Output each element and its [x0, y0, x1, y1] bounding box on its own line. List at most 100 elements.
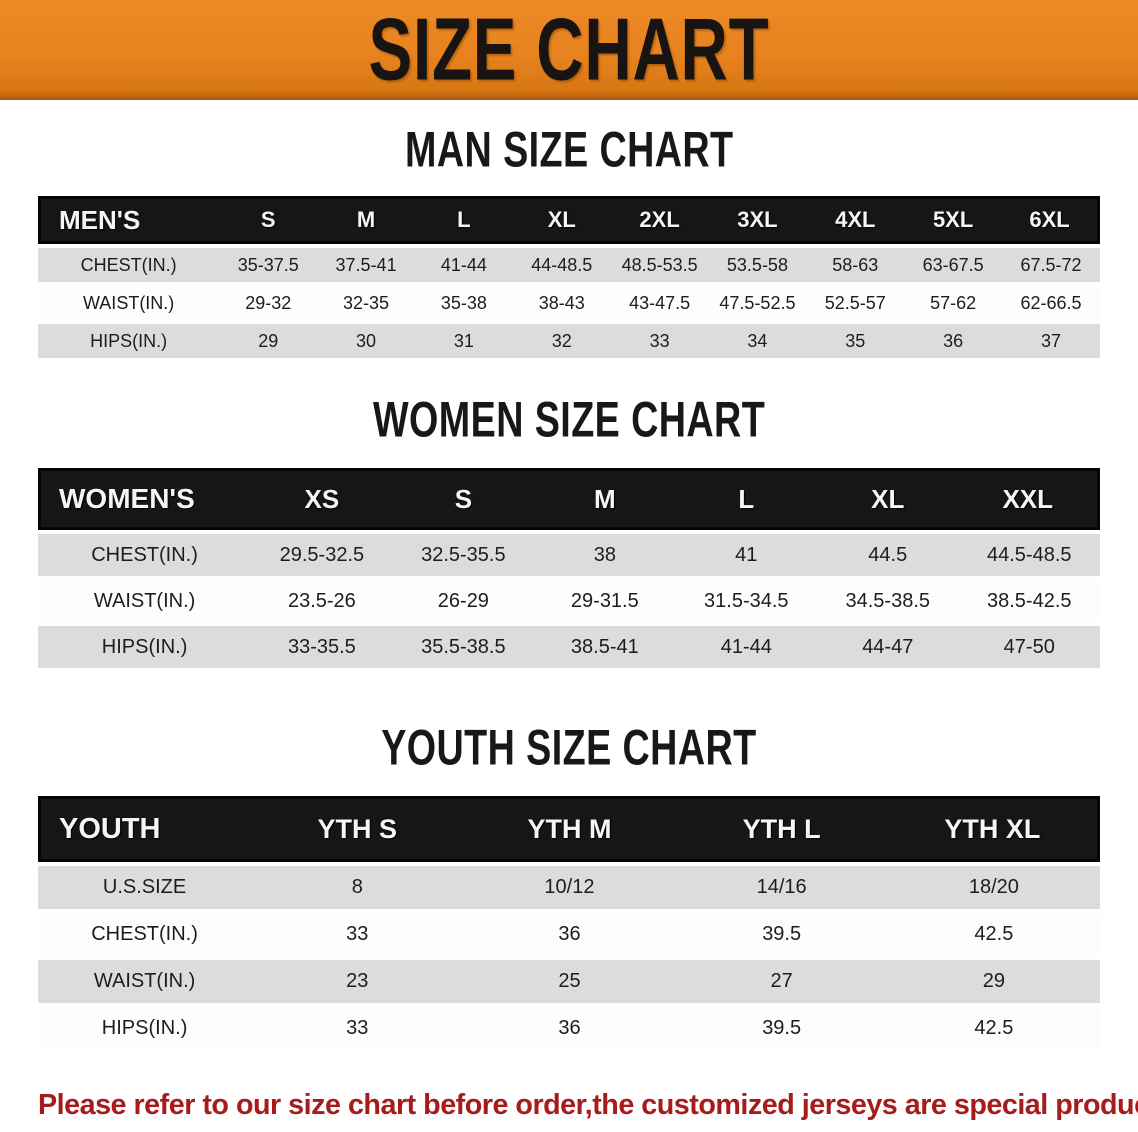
- measurement-cell: 27: [675, 960, 888, 1003]
- row-label-cell: WAIST(IN.): [38, 960, 252, 1003]
- measurement-cell: 23: [251, 960, 464, 1003]
- measurement-cell: 41-44: [414, 248, 513, 282]
- table-row: HIPS(IN.) 29 30 31 32 33 34 35 36 37: [38, 324, 1100, 358]
- measurement-cell: 52.5-57: [806, 286, 905, 320]
- measurement-cell: 38-43: [512, 286, 611, 320]
- women-section-heading-text: WOMEN SIZE CHART: [372, 390, 766, 448]
- measurement-cell: 44-48.5: [512, 248, 611, 282]
- size-column-header: 4XL: [806, 196, 905, 244]
- size-column-header: XL: [817, 468, 959, 530]
- measurement-cell: 44.5-48.5: [958, 534, 1100, 576]
- youth-size-table: YOUTH YTH S YTH M YTH L YTH XL U.S.SIZE 8 10/12…: [38, 792, 1100, 1054]
- measurement-cell: 47.5-52.5: [708, 286, 807, 320]
- measurement-cell: 39.5: [675, 913, 888, 956]
- measurement-cell: 29-32: [219, 286, 318, 320]
- measurement-cell: 37.5-41: [317, 248, 415, 282]
- size-column-header: L: [414, 196, 513, 244]
- size-column-header: YTH M: [463, 796, 676, 862]
- measurement-cell: 41-44: [675, 626, 818, 668]
- women-section-heading: WOMEN SIZE CHART: [0, 390, 1138, 448]
- measurement-cell: 41: [675, 534, 818, 576]
- size-column-header: YTH L: [675, 796, 888, 862]
- row-label-cell: HIPS(IN.): [38, 1007, 252, 1050]
- table-title-cell: MEN'S: [38, 196, 220, 244]
- size-column-header: XL: [512, 196, 611, 244]
- men-section-heading-text: MAN SIZE CHART: [404, 120, 734, 178]
- size-column-header: YTH XL: [887, 796, 1100, 862]
- size-column-header: L: [675, 468, 818, 530]
- measurement-cell: 35.5-38.5: [392, 626, 535, 668]
- table-title-cell: WOMEN'S: [38, 468, 252, 530]
- size-column-header: S: [392, 468, 535, 530]
- measurement-cell: 37: [1002, 324, 1100, 358]
- measurement-cell: 44.5: [817, 534, 959, 576]
- table-row: U.S.SIZE 8 10/12 14/16 18/20: [38, 866, 1100, 909]
- measurement-cell: 29.5-32.5: [251, 534, 393, 576]
- size-column-header: 6XL: [1002, 196, 1100, 244]
- row-label-cell: CHEST(IN.): [38, 248, 220, 282]
- table-row: WAIST(IN.) 23 25 27 29: [38, 960, 1100, 1003]
- measurement-cell: 18/20: [887, 866, 1100, 909]
- measurement-cell: 39.5: [675, 1007, 888, 1050]
- size-column-header: 5XL: [904, 196, 1003, 244]
- measurement-cell: 29: [219, 324, 318, 358]
- table-row: WAIST(IN.) 29-32 32-35 35-38 38-43 43-47.5 47.…: [38, 286, 1100, 320]
- row-label-cell: U.S.SIZE: [38, 866, 252, 909]
- measurement-cell: 63-67.5: [904, 248, 1003, 282]
- row-label-cell: CHEST(IN.): [38, 913, 252, 956]
- size-column-header: XXL: [958, 468, 1100, 530]
- measurement-cell: 23.5-26: [251, 580, 393, 622]
- table-row: WAIST(IN.) 23.5-26 26-29 29-31.5 31.5-34.5 34…: [38, 580, 1100, 622]
- measurement-cell: 34: [708, 324, 807, 358]
- women-size-table: WOMEN'S XS S M L XL XXL CHEST(IN.) 29.5-32.5 32.5…: [38, 464, 1100, 672]
- men-section-heading: MAN SIZE CHART: [0, 120, 1138, 178]
- measurement-cell: 48.5-53.5: [610, 248, 709, 282]
- measurement-cell: 58-63: [806, 248, 905, 282]
- measurement-cell: 14/16: [675, 866, 888, 909]
- row-label-cell: WAIST(IN.): [38, 580, 252, 622]
- section-men: MAN SIZE CHART MEN'S S M L XL 2XL 3XL 4XL 5XL 6XL…: [0, 120, 1138, 362]
- measurement-cell: 33: [610, 324, 709, 358]
- disclaimer: Please refer to our size chart before or…: [38, 1080, 1138, 1132]
- measurement-cell: 26-29: [392, 580, 535, 622]
- table-row: CHEST(IN.) 29.5-32.5 32.5-35.5 38 41 44.5 44.5…: [38, 534, 1100, 576]
- banner-title: SIZE CHART: [368, 0, 770, 98]
- row-label-cell: CHEST(IN.): [38, 534, 252, 576]
- measurement-cell: 43-47.5: [610, 286, 709, 320]
- measurement-cell: 38.5-42.5: [958, 580, 1100, 622]
- table-row: HIPS(IN.) 33-35.5 35.5-38.5 38.5-41 41-44 44-…: [38, 626, 1100, 668]
- measurement-cell: 36: [463, 1007, 676, 1050]
- disclaimer-line-1: Please refer to our size chart before or…: [38, 1089, 1138, 1121]
- measurement-cell: 25: [463, 960, 676, 1003]
- measurement-cell: 53.5-58: [708, 248, 807, 282]
- measurement-cell: 32: [512, 324, 611, 358]
- measurement-cell: 42.5: [887, 1007, 1100, 1050]
- measurement-cell: 30: [317, 324, 415, 358]
- size-column-header: S: [219, 196, 318, 244]
- size-column-header: M: [317, 196, 415, 244]
- measurement-cell: 36: [904, 324, 1003, 358]
- measurement-cell: 57-62: [904, 286, 1003, 320]
- size-column-header: M: [534, 468, 676, 530]
- size-column-header: 3XL: [708, 196, 807, 244]
- table-header-row: WOMEN'S XS S M L XL XXL: [38, 468, 1100, 530]
- measurement-cell: 33: [251, 1007, 464, 1050]
- youth-section-heading-text: YOUTH SIZE CHART: [381, 718, 757, 776]
- banner: SIZE CHART: [0, 0, 1138, 100]
- table-header-row: YOUTH YTH S YTH M YTH L YTH XL: [38, 796, 1100, 862]
- table-row: CHEST(IN.) 33 36 39.5 42.5: [38, 913, 1100, 956]
- row-label-cell: HIPS(IN.): [38, 626, 252, 668]
- table-title-cell: YOUTH: [38, 796, 252, 862]
- youth-section-heading: YOUTH SIZE CHART: [0, 718, 1138, 776]
- measurement-cell: 62-66.5: [1002, 286, 1100, 320]
- measurement-cell: 35: [806, 324, 905, 358]
- row-label-cell: HIPS(IN.): [38, 324, 220, 358]
- table-row: CHEST(IN.) 35-37.5 37.5-41 41-44 44-48.5 48.5…: [38, 248, 1100, 282]
- measurement-cell: 44-47: [817, 626, 959, 668]
- measurement-cell: 29-31.5: [534, 580, 676, 622]
- size-column-header: XS: [251, 468, 393, 530]
- measurement-cell: 10/12: [463, 866, 676, 909]
- section-youth: YOUTH SIZE CHART YOUTH YTH S YTH M YTH L YTH…: [0, 718, 1138, 1054]
- measurement-cell: 42.5: [887, 913, 1100, 956]
